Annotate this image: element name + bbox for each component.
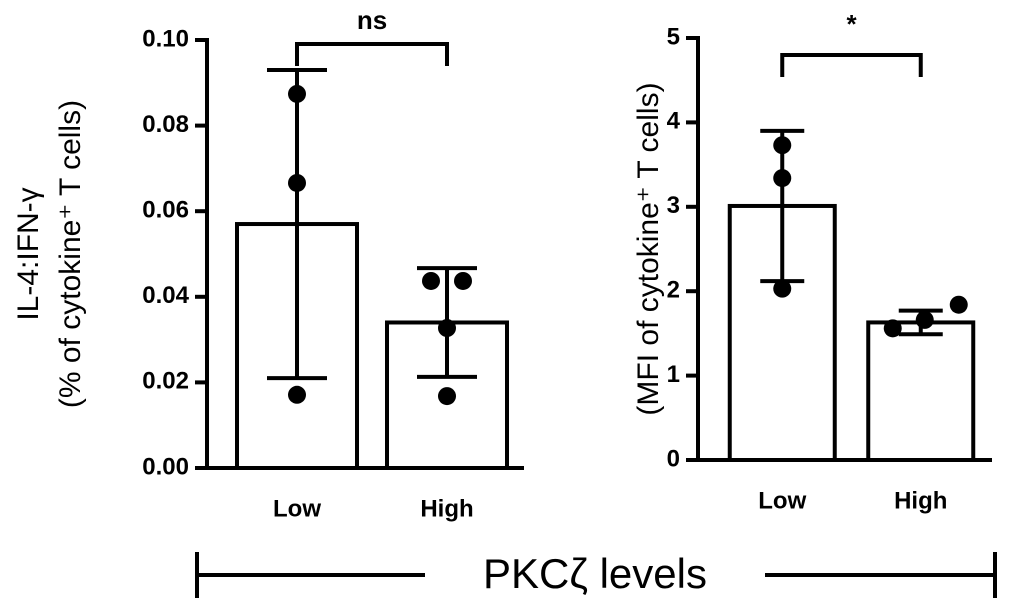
y-tick-label: 0.02 — [142, 368, 189, 395]
shared-axis: PKCζ levels — [195, 550, 997, 600]
x-tick-label: Low — [273, 495, 321, 522]
significance-bracket — [295, 42, 449, 66]
bar — [866, 320, 976, 463]
y-tick-label: 1 — [667, 361, 680, 388]
data-point — [773, 279, 792, 298]
label-bg — [425, 550, 765, 600]
y-tick-label: 0.06 — [142, 197, 189, 224]
data-point — [438, 319, 456, 338]
y-tick-label: 0 — [667, 445, 680, 472]
data-point — [288, 385, 306, 404]
significance-label: * — [846, 9, 857, 39]
significance-bracket — [780, 53, 923, 77]
significance-label: ns — [357, 5, 387, 35]
y-tick-label: 4 — [667, 108, 681, 135]
y-axis-title: (MFI of cytokine⁺ T cells) — [632, 82, 665, 415]
data-point — [454, 271, 472, 290]
y-tick-label: 0.00 — [142, 453, 189, 480]
y-tick-label: 0.04 — [142, 282, 189, 309]
x-tick-label: High — [420, 495, 473, 522]
x-axis-title: PKCζ levels — [483, 550, 707, 597]
data-point — [883, 319, 902, 338]
y-tick-label: 3 — [667, 192, 680, 219]
chart: 0.00 0.02 0.04 0.06 0.08 0.10 IL-4:IFN-γ (% of … — [12, 5, 524, 522]
data-point — [773, 136, 792, 155]
x-tick-label: Low — [758, 487, 806, 514]
data-point — [288, 84, 306, 103]
data-point — [773, 169, 792, 188]
y-axis-title: IL-4:IFN-γ — [12, 187, 45, 320]
y-axis-title: (% of cytokine⁺ T cells) — [54, 100, 87, 408]
error-bar — [267, 67, 327, 381]
x-tick-label: High — [894, 487, 947, 514]
data-point — [915, 310, 934, 329]
y-tick-label: 0.08 — [142, 111, 189, 138]
data-point — [422, 271, 440, 290]
y-tick-label: 5 — [667, 23, 680, 50]
data-point — [288, 173, 306, 192]
y-tick-label: 0.10 — [142, 25, 189, 52]
chart: 0 1 2 3 4 5 (MFI of cytokine⁺ T cells) Low High * — [632, 9, 992, 514]
data-point — [438, 387, 456, 406]
data-point — [949, 295, 968, 314]
y-tick-label: 2 — [667, 277, 680, 304]
